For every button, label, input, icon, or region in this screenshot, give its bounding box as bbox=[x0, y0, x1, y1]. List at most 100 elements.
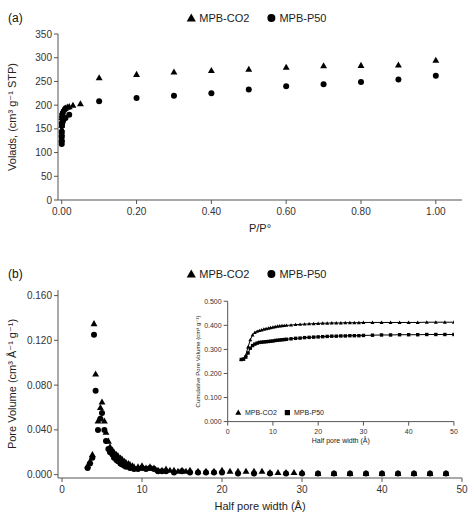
x-tick bbox=[435, 200, 436, 204]
data-point bbox=[352, 321, 356, 324]
data-point bbox=[321, 81, 327, 87]
panel-title: (b) bbox=[8, 267, 23, 281]
y-tick bbox=[224, 397, 228, 398]
data-point bbox=[320, 62, 327, 68]
x-tick-label: 0.60 bbox=[276, 206, 296, 217]
x-tick-label: 0.00 bbox=[52, 206, 72, 217]
data-point bbox=[66, 112, 72, 118]
data-point bbox=[379, 470, 386, 476]
x-tick bbox=[142, 478, 143, 482]
data-point bbox=[432, 57, 439, 63]
x-axis-label: Half pore width (Å) bbox=[214, 500, 305, 512]
y-tick-label: 0.040 bbox=[27, 424, 52, 435]
data-point bbox=[334, 321, 338, 324]
data-point bbox=[398, 321, 402, 324]
data-point bbox=[380, 333, 383, 336]
panel: 0.000.200.400.600.801.000501001502002503… bbox=[6, 11, 462, 234]
data-point bbox=[395, 77, 401, 83]
data-point bbox=[330, 321, 334, 324]
y-axis-line bbox=[58, 290, 59, 478]
data-point bbox=[294, 323, 298, 326]
inset-background bbox=[186, 295, 462, 449]
data-point bbox=[361, 321, 365, 324]
data-point bbox=[348, 321, 352, 324]
series-line bbox=[241, 334, 454, 359]
panel: 010203040500.0000.1000.2000.3000.4000.50… bbox=[186, 295, 462, 449]
y-tick-label: 0.200 bbox=[204, 370, 222, 377]
data-point bbox=[411, 471, 417, 477]
y-tick-label: 0 bbox=[46, 195, 52, 206]
data-point bbox=[134, 95, 140, 101]
panel-title: (a) bbox=[8, 11, 23, 25]
data-point bbox=[93, 388, 99, 394]
data-point bbox=[321, 335, 324, 338]
x-tick bbox=[361, 200, 362, 204]
legend: MPB-CO2MPB-P50 bbox=[235, 409, 324, 416]
data-point bbox=[416, 321, 420, 324]
y-tick bbox=[54, 34, 58, 35]
data-point bbox=[434, 320, 438, 323]
x-tick bbox=[318, 422, 319, 426]
data-point bbox=[347, 470, 354, 476]
x-tick-label: 10 bbox=[269, 428, 277, 435]
data-point bbox=[289, 337, 292, 340]
y-tick bbox=[54, 152, 58, 153]
data-point bbox=[70, 102, 77, 108]
y-axis-label: Pore Volume (cm³ Å⁻¹ g⁻¹) bbox=[6, 319, 18, 449]
x-axis-line bbox=[58, 200, 462, 201]
y-axis-line bbox=[58, 34, 59, 200]
y-tick-label: 0.300 bbox=[204, 346, 222, 353]
x-tick bbox=[286, 200, 287, 204]
data-point bbox=[379, 471, 385, 477]
data-point bbox=[59, 130, 65, 136]
x-tick bbox=[227, 422, 228, 426]
data-point bbox=[303, 322, 307, 325]
data-point bbox=[312, 322, 316, 325]
x-tick-label: 0.20 bbox=[127, 206, 147, 217]
legend-marker bbox=[267, 270, 275, 278]
data-point bbox=[443, 471, 449, 477]
y-tick bbox=[54, 81, 58, 82]
data-point bbox=[330, 334, 333, 337]
data-point bbox=[208, 90, 214, 96]
y-axis-label: Cumulative Pore Volume (cm³ g⁻¹) bbox=[195, 316, 201, 408]
data-point bbox=[299, 471, 305, 477]
y-tick-label: 0.120 bbox=[27, 335, 52, 346]
x-tick bbox=[302, 478, 303, 482]
data-point bbox=[407, 333, 410, 336]
data-point bbox=[267, 471, 273, 477]
y-tick-label: 0.000 bbox=[204, 418, 222, 425]
data-point bbox=[358, 79, 364, 85]
y-tick-label: 150 bbox=[35, 123, 52, 134]
y-tick-label: 0.080 bbox=[27, 380, 52, 391]
data-point bbox=[347, 471, 353, 477]
legend-label: MPB-CO2 bbox=[199, 12, 249, 24]
chart-root: 0.000.200.400.600.801.000501001502002503… bbox=[0, 0, 474, 530]
data-point bbox=[363, 471, 369, 477]
data-point bbox=[389, 333, 392, 336]
data-point bbox=[248, 338, 252, 341]
data-point bbox=[283, 83, 289, 89]
y-tick bbox=[54, 176, 58, 177]
y-tick bbox=[54, 385, 58, 386]
data-point bbox=[307, 322, 311, 325]
x-tick-label: 40 bbox=[405, 428, 413, 435]
x-axis-line bbox=[58, 478, 462, 479]
data-point bbox=[395, 470, 402, 476]
legend-marker bbox=[235, 410, 241, 415]
data-point bbox=[427, 471, 433, 477]
y-tick-label: 50 bbox=[41, 171, 53, 182]
data-point bbox=[285, 338, 288, 341]
data-point bbox=[339, 334, 342, 337]
data-point bbox=[95, 427, 101, 433]
data-point bbox=[187, 469, 193, 475]
legend-marker bbox=[267, 14, 275, 22]
x-tick-label: 10 bbox=[136, 484, 148, 495]
x-tick-label: 40 bbox=[376, 484, 388, 495]
data-point bbox=[203, 469, 209, 475]
data-point bbox=[371, 334, 374, 337]
data-point bbox=[87, 460, 93, 466]
data-point bbox=[325, 321, 329, 324]
data-point bbox=[434, 333, 437, 336]
y-tick bbox=[54, 295, 58, 296]
